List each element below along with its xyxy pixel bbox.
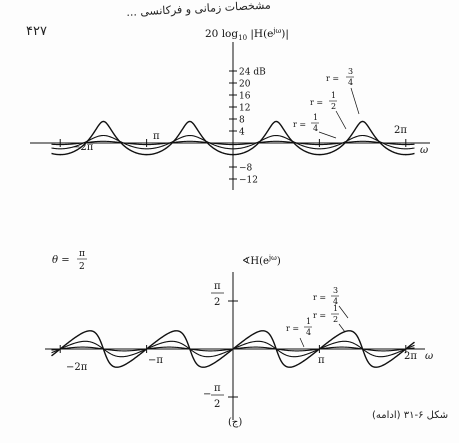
phase-xtick-neg-2pi: −2π [66, 362, 88, 373]
svg-text:π: π [214, 383, 221, 394]
mag-ytick-label: 12 [239, 104, 250, 114]
mag-curve-3 [51, 140, 415, 146]
figure-caption: شکل ۶-۳۱ (ادامه) [372, 410, 449, 421]
panel-label: (ج) [228, 417, 242, 428]
phase-annotation-r12: r = 1 2 [313, 304, 346, 333]
mag-y-ticks: 24 dB 20 16 12 8 4 −8 −12 [229, 68, 266, 186]
mag-ytick-label: 24 dB [239, 68, 266, 78]
svg-text:4: 4 [306, 328, 311, 337]
svg-text:1: 1 [331, 91, 336, 100]
svg-text:π: π [79, 249, 85, 259]
svg-text:r =: r = [286, 324, 299, 333]
mag-annotation-r14: r = 1 4 [293, 113, 337, 139]
svg-text:2: 2 [214, 297, 220, 308]
svg-text:3: 3 [333, 286, 338, 295]
mag-xtick-neg-2pi: −2π [72, 142, 94, 153]
phase-title: ∢H(ejω) [242, 254, 281, 267]
phase-xtick-neg-pi: −π [148, 355, 163, 366]
phase-curves [51, 330, 415, 368]
svg-text:r =: r = [293, 120, 306, 129]
svg-text:−: − [203, 389, 211, 400]
mag-ytick-label: −8 [239, 164, 253, 174]
mag-x-label: ω [420, 145, 428, 156]
svg-text:r =: r = [313, 293, 326, 302]
svg-text:1: 1 [333, 304, 338, 313]
phase-xtick-2pi: 2π [404, 351, 417, 362]
svg-text:2: 2 [333, 315, 338, 324]
svg-text:2: 2 [79, 262, 85, 272]
mag-xtick-2pi: 2π [394, 125, 407, 136]
mag-title: 20 log10 |H(ejω)| [205, 27, 289, 42]
mag-xtick-pi: π [153, 131, 160, 142]
phase-ylabel-neg: − π 2 [203, 383, 224, 410]
svg-text:3: 3 [348, 67, 353, 76]
svg-text:1: 1 [313, 113, 318, 122]
phase-theta-label: θ = π 2 [52, 249, 87, 272]
svg-text:4: 4 [348, 78, 353, 87]
phase-plot: ∢H(ejω) θ = π 2 π 2 − π 2 −2π −π π [45, 249, 433, 428]
mag-curves [51, 120, 415, 156]
mag-ytick-label: 4 [239, 128, 245, 138]
mag-curve-1 [51, 120, 415, 156]
phase-curve-3 [51, 346, 415, 352]
svg-text:θ =: θ = [52, 255, 70, 266]
svg-text:4: 4 [333, 297, 338, 306]
svg-text:π: π [214, 281, 221, 292]
mag-ytick-label: 8 [239, 116, 245, 126]
mag-curve-2 [51, 134, 415, 150]
svg-text:r =: r = [310, 98, 323, 107]
svg-text:2: 2 [214, 399, 220, 410]
phase-annotation-r34: r = 3 4 [313, 286, 349, 319]
page-number: ۴۲۷ [26, 24, 47, 39]
phase-x-label: ω [425, 351, 433, 362]
mag-ytick-label: 20 [239, 80, 251, 90]
phase-ylabel-pos: π 2 [211, 281, 224, 308]
phase-xtick-pi: π [318, 355, 325, 366]
svg-text:r =: r = [326, 74, 339, 83]
svg-text:2: 2 [331, 102, 336, 111]
svg-text:4: 4 [313, 124, 318, 133]
svg-text:1: 1 [306, 317, 311, 326]
mag-ytick-label: −12 [239, 176, 258, 186]
mag-ytick-label: 16 [239, 92, 251, 102]
svg-text:r =: r = [313, 311, 326, 320]
mag-annotation-r34: r = 3 4 [326, 67, 360, 115]
phase-annotation-r14: r = 1 4 [286, 317, 312, 348]
mag-annotation-r12: r = 1 2 [310, 91, 347, 130]
